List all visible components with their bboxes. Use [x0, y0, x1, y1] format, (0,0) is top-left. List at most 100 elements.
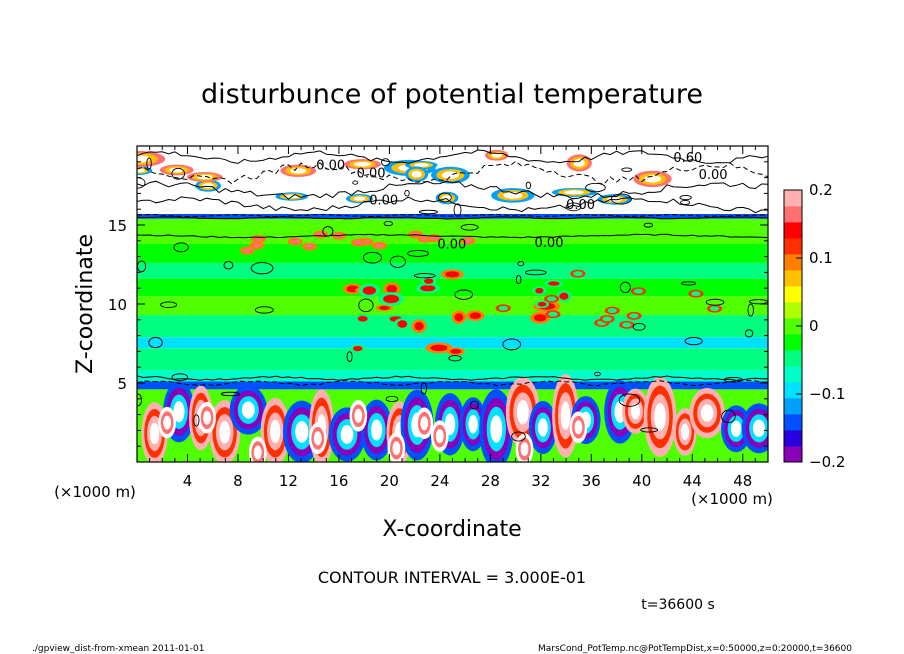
patch-189	[463, 238, 473, 244]
contour-loop	[346, 351, 353, 363]
patch-217	[498, 305, 508, 311]
colorbar-swatch	[784, 446, 802, 463]
contour-loop	[460, 224, 479, 231]
patch-266	[202, 183, 214, 189]
patch-99	[730, 420, 742, 437]
footer-right: MarsCond_PotTemp.nc@PotTempDist,x=0:5000…	[538, 644, 852, 654]
patch-163	[537, 301, 547, 307]
contour-loop	[454, 289, 474, 300]
patch-179	[362, 286, 376, 295]
patch-115	[435, 429, 444, 444]
band-1	[137, 381, 768, 390]
contour-loop	[517, 261, 525, 267]
patch-15	[219, 421, 231, 444]
colorbar-swatch	[784, 238, 802, 255]
colorbar-tick-label: −0.1	[809, 385, 845, 403]
contour-loop	[173, 242, 189, 253]
patch-95	[700, 404, 714, 422]
patch-155	[379, 305, 390, 310]
x-axis-label: X-coordinate	[382, 517, 521, 542]
contour-loop	[413, 273, 436, 279]
patch-141	[445, 271, 460, 278]
contour-loop	[723, 376, 743, 383]
contour-loop	[358, 298, 374, 313]
contour-loop	[404, 189, 410, 197]
contour-loop	[418, 209, 438, 215]
patch-248	[491, 152, 502, 158]
colorbar-swatch	[784, 270, 802, 287]
patch-195	[251, 242, 262, 248]
contour-loop	[679, 195, 692, 201]
contour-loop	[385, 395, 399, 403]
colorbar-swatch	[784, 430, 802, 447]
band-4	[137, 337, 768, 349]
contour-loop	[389, 255, 406, 268]
contour-loop	[407, 250, 430, 257]
y-axis-unit: (×1000 m)	[54, 483, 136, 501]
patch-269	[643, 175, 662, 183]
contour-interval: CONTOUR INTERVAL = 3.000E-01	[318, 568, 586, 587]
patch-121	[420, 416, 429, 431]
contour-loop	[438, 192, 452, 203]
patch-27	[295, 420, 309, 443]
contour-loop	[515, 274, 522, 285]
contour-loop	[525, 181, 532, 189]
x-tick-label: 20	[380, 472, 399, 490]
colorbar-swatch	[784, 366, 802, 383]
x-tick-label: 32	[531, 472, 550, 490]
colorbar-swatch	[784, 334, 802, 351]
contour-loop	[137, 393, 143, 407]
patch-181	[414, 321, 424, 331]
contour-loop	[594, 371, 601, 377]
patch-106	[253, 445, 262, 460]
y-axis-label: Z-coordinate	[73, 234, 98, 374]
patch-213	[709, 306, 720, 312]
patch-191	[304, 244, 315, 249]
patch-143	[533, 314, 547, 322]
y-axis-ticks: 5 10 15	[108, 161, 768, 447]
contour-lines	[137, 149, 768, 442]
contour-labels: 0.60 0.00 0.00 0.00 0.00 0.00 0.00 0.00	[316, 151, 727, 253]
x-tick-label: 16	[329, 472, 348, 490]
patch-23	[270, 419, 281, 443]
contour-label: 0.60	[673, 151, 702, 166]
time-label: t=36600 s	[641, 597, 715, 613]
contour-loop	[747, 303, 754, 317]
x-tick-label: 36	[582, 472, 601, 490]
x-tick-label: 40	[632, 472, 651, 490]
patch-139	[454, 313, 464, 322]
colorbar-swatch	[784, 350, 802, 367]
color-bands	[137, 146, 768, 462]
patch-103	[752, 419, 766, 437]
colorbar-swatch	[784, 190, 802, 207]
band-7	[137, 278, 768, 297]
patch-175	[383, 294, 400, 304]
contour-label: 0.00	[357, 167, 386, 182]
patch-7	[173, 401, 185, 423]
contour	[137, 160, 768, 185]
contour-loop	[705, 298, 725, 306]
colorbar-tick-label: −0.2	[809, 453, 845, 471]
colorbar-tick-label: 0.1	[809, 249, 833, 267]
patch-223	[622, 322, 632, 328]
patch-221	[691, 291, 701, 297]
contour-loop	[524, 269, 547, 276]
contour-loop	[585, 182, 606, 193]
patch-135	[352, 345, 363, 352]
patch-149	[420, 284, 436, 292]
patch-229	[546, 296, 557, 302]
patch-3	[149, 422, 160, 445]
contour-loop	[160, 301, 178, 309]
patch-239	[137, 168, 146, 173]
contour-loop	[453, 203, 462, 217]
patch-137	[469, 312, 481, 319]
patch-278	[196, 174, 213, 180]
contour-loop	[680, 199, 691, 205]
contour-loop	[171, 167, 186, 180]
colorbar-tick-label: 0.2	[809, 181, 833, 199]
band-2	[137, 370, 768, 382]
contour-loop	[148, 337, 163, 349]
y-tick-label: 10	[108, 296, 127, 314]
patch-227	[607, 308, 617, 314]
patch-91	[680, 423, 690, 441]
